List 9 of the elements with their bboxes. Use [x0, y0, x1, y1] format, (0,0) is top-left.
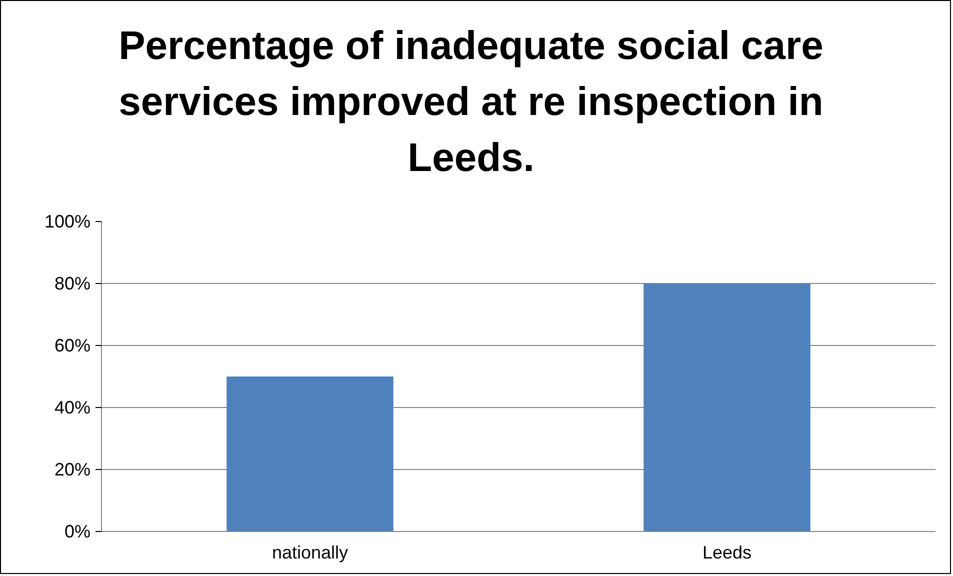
- y-tick-label: 0%: [64, 522, 90, 542]
- x-tick-label: nationally: [272, 542, 348, 562]
- y-tick-label: 20%: [54, 460, 91, 480]
- y-tick-label: 80%: [54, 274, 91, 294]
- y-tick-label: 60%: [54, 336, 91, 356]
- y-tick-label: 100%: [44, 212, 91, 232]
- chart-title: Percentage of inadequate social care services improved at re inspection in Leeds.: [118, 23, 824, 182]
- x-tick-label: Leeds: [702, 542, 752, 562]
- y-tick-label: 40%: [54, 398, 91, 418]
